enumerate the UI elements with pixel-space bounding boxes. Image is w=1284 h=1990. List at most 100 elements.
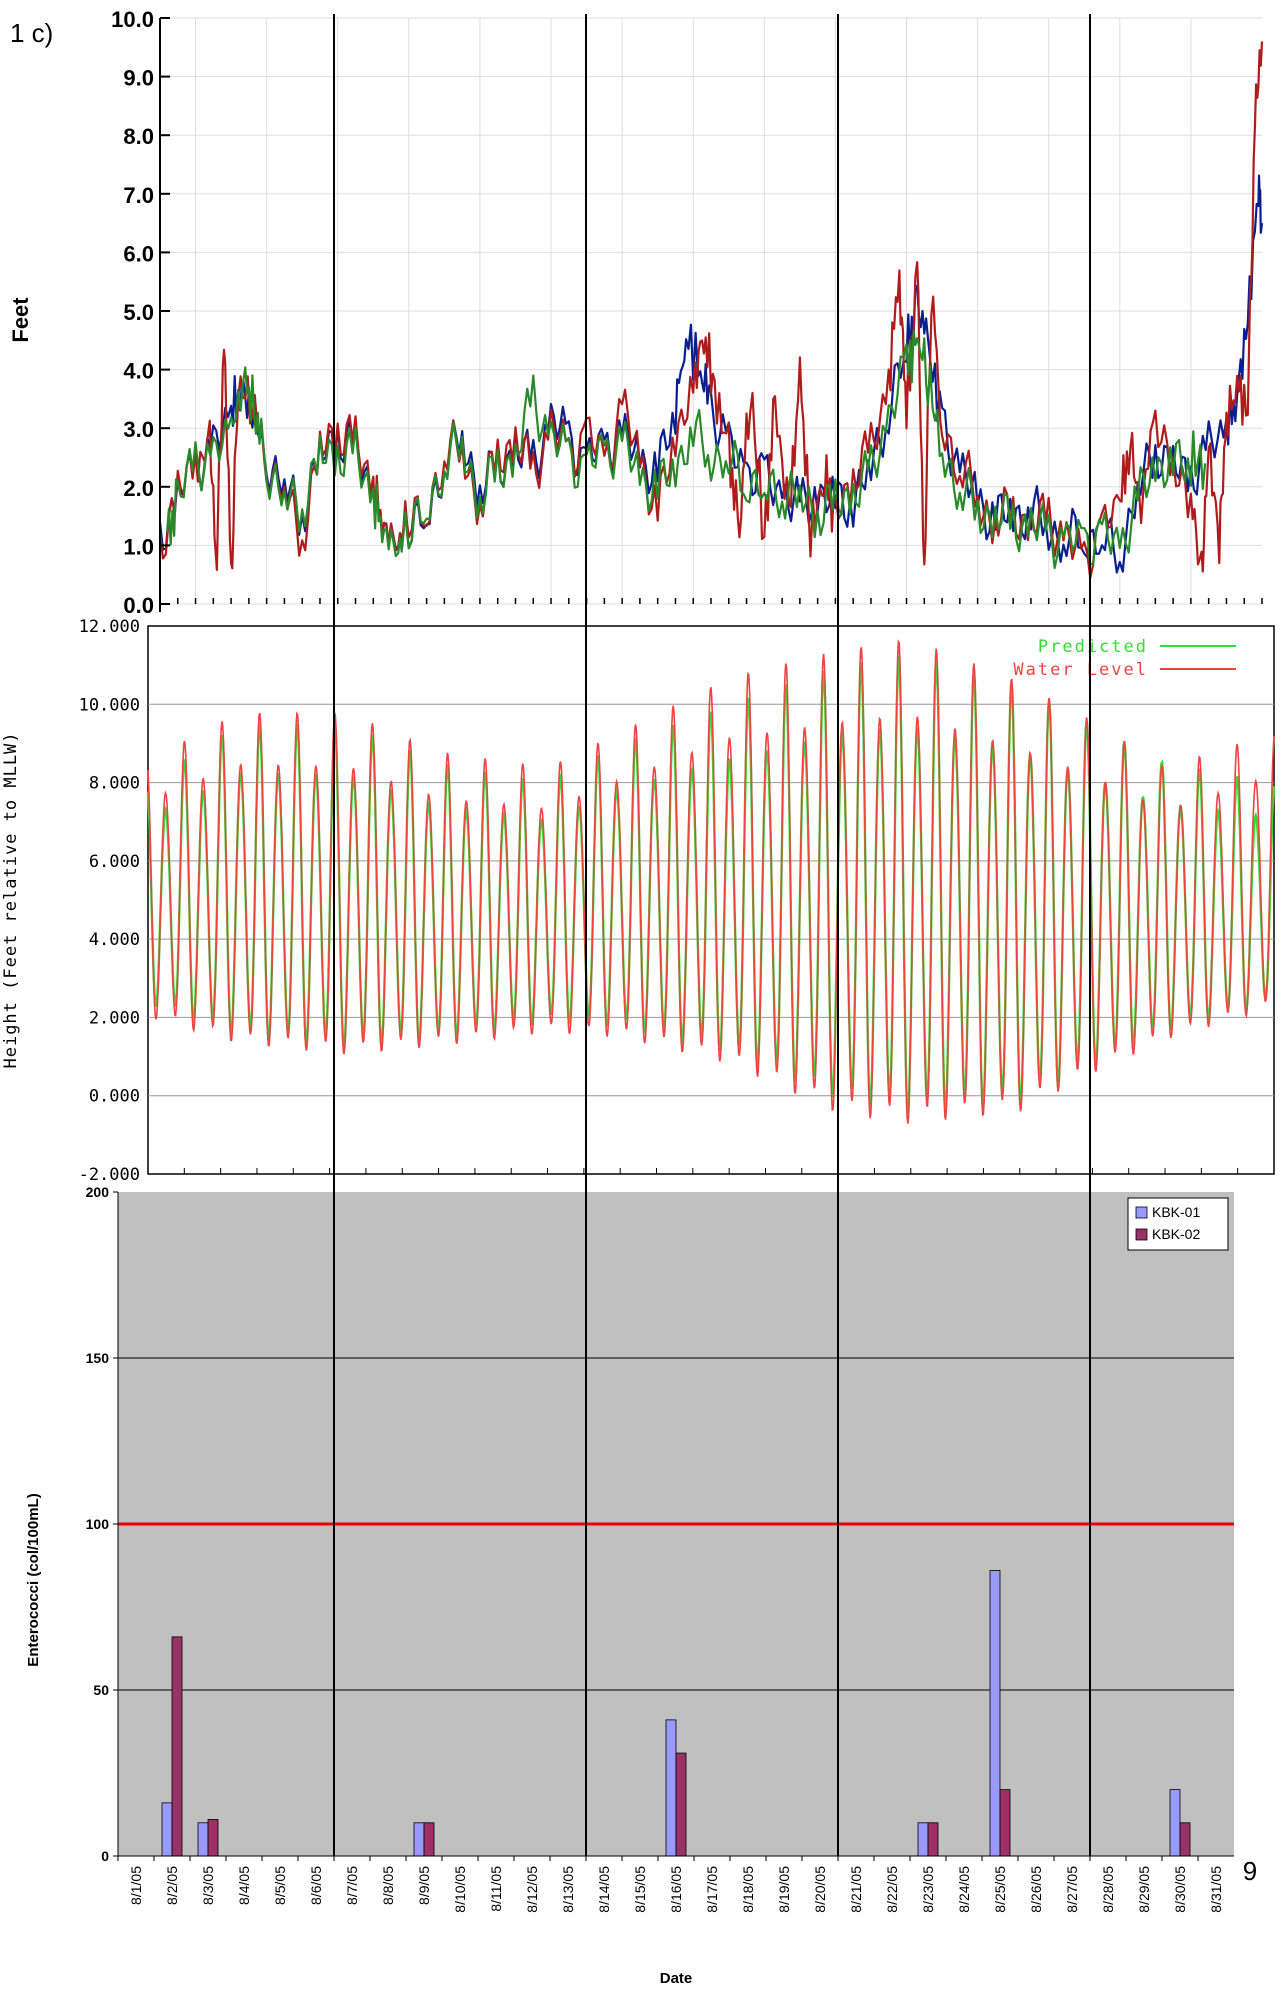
x-tick-label: 8/14/05 (596, 1866, 612, 1913)
tide-chart: -2.000 0.000 2.000 4.000 6.000 8.000 10.000 12.… (1, 617, 1276, 1185)
y-tick-label: 4.000 (89, 930, 140, 950)
enterococci-gridlines (118, 1357, 1234, 1691)
stream-level-chart: 0.01.02.03.04.05.06.07.08.09.010.0 1 c) … (8, 7, 1264, 618)
bar (207, 1819, 219, 1857)
x-tick-label: 8/3/05 (200, 1866, 216, 1905)
y-tick-label: 6.0 (123, 241, 154, 266)
y-tick-label: 4.0 (123, 359, 154, 384)
y-tick-label: -2.000 (79, 1165, 140, 1185)
y-tick-label: 2.0 (123, 476, 154, 501)
bar (989, 1570, 1001, 1857)
bar (1169, 1789, 1181, 1857)
x-tick-label: 8/26/05 (1028, 1866, 1044, 1913)
bar (171, 1636, 183, 1857)
x-tick-label: 8/7/05 (344, 1866, 360, 1905)
tide-series (146, 639, 1276, 1124)
tide-legend: Predicted Water Level (1013, 637, 1236, 680)
tide-plot-frame (147, 625, 1275, 1175)
legend-label-predicted: Predicted (1038, 637, 1148, 657)
x-tick-label: 8/15/05 (632, 1866, 648, 1913)
y-tick-label: 1.0 (123, 534, 154, 559)
y-tick-label: 8.000 (89, 774, 140, 794)
x-tick-label: 8/19/05 (776, 1866, 792, 1913)
tide-y-axis-label: Height (Feet relative to MLLW) (1, 731, 21, 1068)
enterococci-chart: 0 50 100 150 200 8/1/05 8/2/05 8/3/05 8/4/05 8/5… (25, 1184, 1234, 1987)
y-tick-label: 5.0 (123, 300, 154, 325)
y-tick-label: 12.000 (79, 617, 140, 637)
x-tick-label: 8/18/05 (740, 1866, 756, 1913)
series-line (166, 329, 1207, 570)
bar (999, 1789, 1011, 1857)
y-tick-label: 9.0 (123, 66, 154, 91)
x-tick-label: 8/28/05 (1100, 1866, 1116, 1913)
stream-level-y-axis-label: Feet (8, 297, 33, 343)
bar (413, 1822, 425, 1857)
y-tick-label: 3.0 (123, 417, 154, 442)
y-tick-label: 7.0 (123, 183, 154, 208)
y-tick-label: 6.000 (89, 852, 140, 872)
y-tick-label: 150 (86, 1350, 110, 1366)
tide-y-ticks: -2.000 0.000 2.000 4.000 6.000 8.000 10.000 12.… (79, 617, 1275, 1185)
y-tick-label: 0.0 (123, 593, 154, 618)
legend-label-kbk02: KBK-02 (1152, 1226, 1200, 1242)
enterococci-legend: KBK-01 KBK-02 (1127, 1197, 1229, 1251)
bar (197, 1822, 209, 1857)
enterococci-x-axis-label: Date (660, 1970, 693, 1987)
legend-label-kbk01: KBK-01 (1152, 1204, 1200, 1220)
x-tick-label: 8/30/05 (1172, 1866, 1188, 1913)
y-tick-label: 8.0 (123, 124, 154, 149)
x-tick-label: 8/24/05 (956, 1866, 972, 1913)
x-tick-label: 8/10/05 (452, 1866, 468, 1913)
stream-level-y-ticks: 0.0 1.0 2.0 3.0 4.0 5.0 6.0 7.0 8.0 9.0 10.0 (111, 7, 1263, 618)
legend-swatch-kbk01 (1135, 1206, 1148, 1219)
enterococci-y-axis-label: Enterococci (col/100mL) (25, 1493, 42, 1666)
panel-label: 1 c) (10, 18, 53, 48)
series-line (158, 41, 1264, 579)
x-tick-label: 8/21/05 (848, 1866, 864, 1913)
x-tick-label: 8/13/05 (560, 1866, 576, 1913)
page-number: 9 (1243, 1856, 1257, 1886)
enterococci-y-ticks: 0 50 100 150 200 (86, 1184, 118, 1864)
legend-label-water-level: Water Level (1013, 660, 1148, 680)
x-tick-label: 8/23/05 (920, 1866, 936, 1913)
bar (927, 1822, 939, 1857)
bar (423, 1822, 435, 1857)
x-tick-label: 8/16/05 (668, 1866, 684, 1913)
tide-gridlines (148, 703, 1274, 1097)
stream-level-gridlines (160, 17, 1262, 605)
x-tick-label: 8/6/05 (308, 1866, 324, 1905)
bar (675, 1752, 687, 1857)
series-line (147, 639, 1275, 1124)
bar (665, 1719, 677, 1857)
x-tick-label: 8/12/05 (524, 1866, 540, 1913)
x-tick-label: 8/29/05 (1136, 1866, 1152, 1913)
bar (161, 1802, 173, 1857)
week-separators (333, 14, 1091, 1856)
x-tick-label: 8/4/05 (236, 1866, 252, 1905)
x-tick-label: 8/20/05 (812, 1866, 828, 1913)
x-tick-label: 8/25/05 (992, 1866, 1008, 1913)
enterococci-x-ticks: 8/1/05 8/2/05 8/3/05 8/4/05 8/5/05 8/6/05 8/7/… (117, 1856, 1224, 1913)
x-tick-label: 8/9/05 (416, 1866, 432, 1905)
x-tick-label: 8/27/05 (1064, 1866, 1080, 1913)
y-tick-label: 10.0 (111, 7, 154, 32)
legend-swatch-kbk02 (1135, 1228, 1148, 1241)
x-tick-label: 8/22/05 (884, 1866, 900, 1913)
y-tick-label: 2.000 (89, 1008, 140, 1028)
y-tick-label: 10.000 (79, 695, 140, 715)
x-tick-label: 8/5/05 (272, 1866, 288, 1905)
y-tick-label: 0.000 (89, 1087, 140, 1107)
bar (917, 1822, 929, 1857)
y-tick-label: 100 (86, 1516, 110, 1532)
x-tick-label: 8/1/05 (128, 1866, 144, 1905)
stream-level-series (158, 41, 1264, 579)
x-tick-label: 8/2/05 (164, 1866, 180, 1905)
y-tick-label: 0 (101, 1848, 109, 1864)
x-tick-label: 8/31/05 (1208, 1866, 1224, 1913)
y-tick-label: 200 (86, 1184, 110, 1200)
bar (1179, 1822, 1191, 1857)
x-tick-label: 8/11/05 (488, 1866, 504, 1912)
x-tick-label: 8/17/05 (704, 1866, 720, 1913)
y-tick-label: 50 (93, 1682, 109, 1698)
